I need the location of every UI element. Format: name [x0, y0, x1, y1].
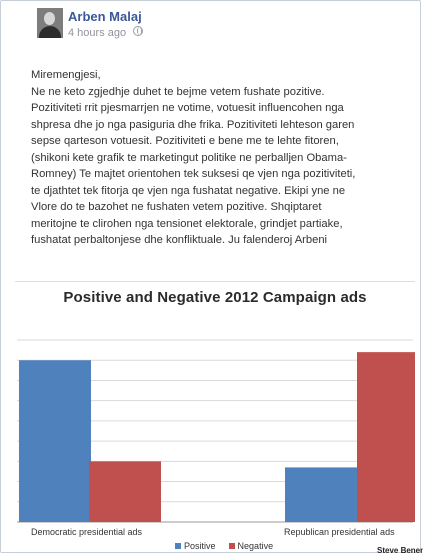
avatar-face [44, 12, 55, 25]
post-text-line: sepse qarteson votuesit. Pozitiviteti e … [31, 135, 339, 147]
category-label-democratic: Democratic presidential ads [31, 527, 143, 537]
bar-positive-democratic[interactable] [19, 360, 91, 522]
legend-label-positive: Positive [184, 540, 216, 551]
post-text-line: Romney) Te majtet orientohen tek suksesi… [31, 168, 356, 180]
bar-chart-svg [17, 339, 415, 523]
post-text-line: fushatat perbaltonjese dhe konfliktuale.… [31, 234, 328, 246]
post-text-line: shpresa dhe jo nga pasiguria dhe frika. … [31, 118, 355, 131]
post-header: Arben Malaj 4 hours ago [37, 8, 397, 44]
legend-label-negative: Negative [237, 540, 274, 551]
legend-swatch-positive [175, 542, 181, 549]
post-text-line: meritojne te clirohen nga tensionet elek… [31, 217, 343, 230]
avatar-shoulders [39, 26, 61, 38]
category-label-republican: Republican presidential ads [284, 527, 395, 537]
post-text-line: Vlore do te bazohet ne fushaten vetem po… [31, 201, 322, 213]
bar-positive-republican[interactable] [285, 467, 357, 522]
post-message: Miremengjesi, Ne ne keto zgjedhje duhet t… [31, 67, 407, 249]
avatar[interactable] [37, 8, 63, 38]
chart-legend: Positive Negative [175, 540, 273, 551]
post-timestamp[interactable]: 4 hours ago [68, 27, 127, 39]
privacy-globe-icon[interactable] [133, 26, 143, 36]
bar-negative-democratic[interactable] [89, 461, 161, 522]
author-name[interactable]: Arben Malaj [68, 9, 142, 24]
chart-title: Positive and Negative 2012 Campaign ads [63, 289, 367, 306]
post-text-line: Pozitiviteti rrit pjesmarrjen ne votime,… [31, 102, 344, 114]
post-text-line: (shikoni kete grafik te marketingut poli… [31, 151, 347, 164]
bar-negative-republican[interactable] [357, 352, 415, 522]
chart-credit: Steve Benen [377, 546, 423, 555]
post-text-line: te djathtet tek fitorja qe vjen nga fush… [31, 184, 346, 197]
post-text-line: Miremengjesi, [31, 69, 101, 81]
campaign-ads-chart[interactable]: Positive and Negative 2012 Campaign ads … [15, 281, 423, 555]
post-text-line: Ne ne keto zgjedhje duhet te bejme vetem… [31, 85, 325, 98]
legend-swatch-negative [228, 542, 235, 549]
